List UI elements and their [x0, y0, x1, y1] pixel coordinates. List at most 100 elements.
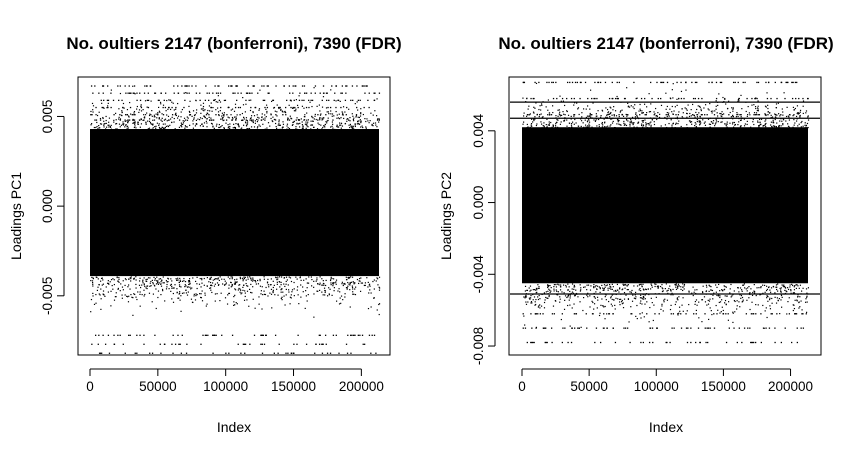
data-point [769, 308, 772, 310]
data-point [563, 104, 566, 107]
data-point [266, 106, 269, 109]
data-point [360, 121, 362, 124]
data-point [115, 292, 117, 294]
data-point [360, 113, 362, 115]
data-point [354, 282, 356, 284]
data-point [608, 97, 611, 100]
data-point [209, 119, 211, 121]
data-point [645, 124, 647, 126]
data-point [668, 112, 670, 114]
data-point [630, 306, 632, 308]
data-point [693, 291, 695, 293]
data-point [669, 108, 671, 110]
data-point [160, 352, 162, 354]
data-point [143, 114, 145, 116]
data-point [336, 117, 338, 119]
data-point [120, 124, 123, 126]
data-point [753, 290, 755, 292]
data-point [756, 97, 758, 100]
data-point [360, 112, 362, 114]
data-point [233, 283, 236, 285]
data-point [619, 287, 621, 289]
data-point [623, 122, 625, 124]
data-point [545, 291, 547, 293]
data-point [326, 120, 328, 122]
data-point [163, 343, 166, 345]
data-point [547, 297, 549, 299]
data-point [297, 123, 300, 125]
data-point [670, 119, 672, 121]
data-point [289, 296, 292, 298]
data-point [143, 283, 145, 285]
data-point [92, 92, 94, 94]
data-point [279, 124, 281, 126]
data-point [194, 114, 196, 116]
data-point [289, 92, 291, 94]
data-point [691, 81, 693, 84]
data-point [545, 296, 547, 299]
data-point [590, 116, 592, 118]
data-point [105, 286, 107, 288]
data-point [535, 124, 538, 127]
data-point [732, 312, 734, 314]
data-point [189, 282, 191, 284]
data-point [184, 85, 186, 87]
data-point [616, 123, 618, 125]
data-point [102, 106, 104, 109]
data-point [231, 285, 233, 287]
data-point [193, 295, 195, 297]
data-point [669, 341, 671, 344]
data-point [598, 124, 600, 126]
data-point [792, 292, 794, 294]
data-point [559, 286, 562, 288]
data-point [762, 284, 764, 286]
data-point [142, 109, 144, 111]
data-point [623, 291, 626, 294]
data-point [678, 296, 680, 298]
data-point [757, 110, 759, 112]
data-point [752, 291, 754, 294]
data-point [293, 110, 296, 112]
data-point [161, 126, 163, 128]
data-point [218, 123, 220, 126]
data-point [280, 276, 283, 278]
data-point [96, 289, 99, 292]
data-point [252, 85, 255, 87]
data-point [656, 285, 658, 288]
data-point [640, 283, 642, 285]
data-point [796, 300, 798, 302]
data-point [756, 287, 758, 289]
data-point [709, 327, 711, 329]
data-point [277, 276, 279, 278]
data-point [596, 97, 598, 100]
data-point [783, 284, 785, 286]
data-point [189, 280, 191, 283]
data-point [567, 304, 569, 307]
data-point [100, 288, 102, 290]
data-point [588, 126, 590, 128]
data-point [95, 302, 97, 304]
data-point [261, 286, 263, 288]
data-point [712, 110, 714, 112]
data-point [660, 81, 662, 84]
data-point [346, 278, 348, 281]
data-point [734, 123, 736, 126]
data-point [611, 122, 614, 124]
data-point [753, 104, 755, 106]
data-point [261, 334, 263, 336]
data-point [240, 293, 242, 295]
data-point [733, 290, 735, 292]
data-point [558, 113, 560, 115]
data-point [136, 99, 138, 102]
data-point [178, 281, 180, 284]
data-point [595, 284, 597, 287]
data-point [802, 125, 804, 127]
data-point [782, 111, 784, 113]
data-point [248, 99, 250, 102]
plot-frame [77, 76, 391, 356]
data-point [770, 313, 772, 315]
data-point [234, 92, 236, 94]
data-point [246, 121, 249, 123]
data-point [115, 112, 117, 114]
data-point [604, 318, 606, 320]
